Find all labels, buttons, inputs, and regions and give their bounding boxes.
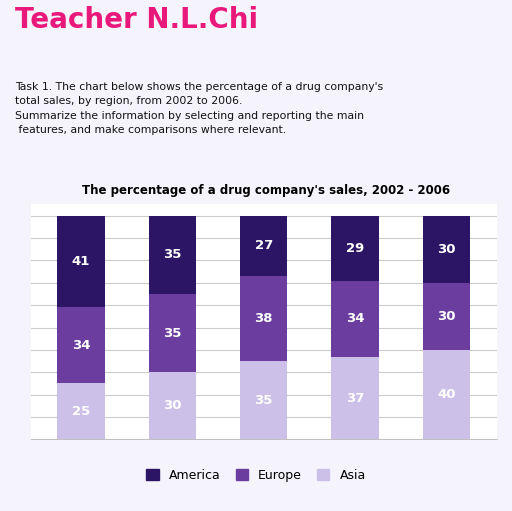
Text: 30: 30 <box>437 310 456 323</box>
Bar <box>422 216 470 283</box>
Bar <box>240 361 287 439</box>
Bar <box>331 357 379 439</box>
Bar <box>57 216 105 308</box>
Bar <box>148 373 196 439</box>
Bar <box>331 281 379 357</box>
Legend: America, Europe, Asia: America, Europe, Asia <box>141 463 371 487</box>
Text: 34: 34 <box>72 339 90 352</box>
Bar <box>57 308 105 383</box>
Bar <box>57 383 105 439</box>
Text: 38: 38 <box>254 312 273 325</box>
Text: Teacher N.L.Chi: Teacher N.L.Chi <box>15 6 259 34</box>
Text: 35: 35 <box>254 394 273 407</box>
Text: 30: 30 <box>437 243 456 256</box>
Bar <box>422 350 470 439</box>
Text: 30: 30 <box>163 400 182 412</box>
Text: 27: 27 <box>254 239 273 252</box>
Bar <box>240 276 287 361</box>
Text: Task 1. The chart below shows the percentage of a drug company's
total sales, by: Task 1. The chart below shows the percen… <box>15 82 383 135</box>
Text: 41: 41 <box>72 255 90 268</box>
Text: 29: 29 <box>346 242 364 254</box>
Text: 34: 34 <box>346 312 364 325</box>
Bar <box>148 216 196 294</box>
Text: 37: 37 <box>346 391 364 405</box>
Text: 40: 40 <box>437 388 456 401</box>
Text: 25: 25 <box>72 405 90 418</box>
Text: 35: 35 <box>163 327 182 340</box>
Text: 35: 35 <box>163 248 182 261</box>
Text: The percentage of a drug company's sales, 2002 - 2006: The percentage of a drug company's sales… <box>82 184 450 197</box>
Bar <box>148 294 196 373</box>
Bar <box>240 216 287 276</box>
Bar <box>422 283 470 350</box>
Bar <box>331 216 379 281</box>
